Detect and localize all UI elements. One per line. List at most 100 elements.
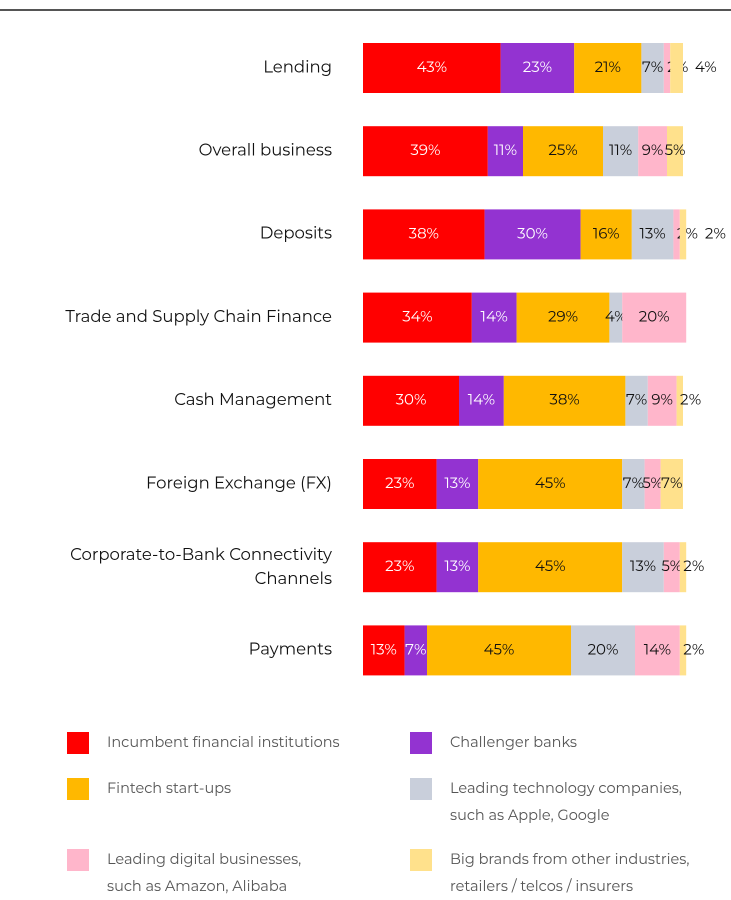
category-label: Payments: [249, 640, 332, 660]
value-label: 13%: [630, 556, 656, 575]
category-label: Corporate-to-Bank Connectivity Channels: [70, 546, 332, 590]
bar-segment: [436, 542, 479, 593]
value-label: 20%: [639, 307, 670, 326]
value-label: 13%: [371, 639, 397, 658]
value-label: 45%: [484, 639, 515, 658]
category-label: Deposits: [260, 224, 332, 244]
value-label: 21%: [595, 57, 621, 76]
value-label: 23%: [385, 556, 414, 575]
value-label: 45%: [535, 473, 566, 492]
legend-swatch: [67, 778, 89, 800]
bar-segment: [663, 43, 671, 93]
bar-segment: [660, 459, 683, 509]
bar-segment: [363, 625, 405, 676]
bar-segment: [516, 292, 610, 343]
bar-segment: [459, 375, 504, 426]
bar-segment: [667, 126, 683, 177]
category-label: Cash Management: [174, 390, 332, 410]
value-label: 30%: [517, 223, 548, 242]
bar-segment: [363, 292, 472, 343]
value-label: 14%: [644, 639, 671, 658]
value-label: 23%: [523, 57, 552, 76]
value-label: 2%: [680, 390, 701, 409]
bar-segment: [363, 542, 437, 593]
bar-segment: [631, 209, 674, 260]
bar-segment: [647, 375, 677, 426]
value-label: 13%: [640, 223, 666, 242]
bar-segment: [580, 209, 632, 260]
bar-segment: [622, 542, 664, 593]
bar-segment: [363, 459, 437, 509]
bar-segment: [363, 209, 485, 260]
value-label: 5%: [661, 556, 682, 575]
value-label: 39%: [410, 140, 440, 159]
value-label: 13%: [444, 556, 470, 575]
legend-label: Leading technology companies, such as App…: [450, 779, 682, 824]
bar-segment: [663, 542, 680, 593]
bar-segment: [503, 375, 626, 426]
value-label: 5%: [642, 473, 663, 492]
bar-segment: [487, 126, 523, 177]
legend-swatch: [410, 849, 432, 871]
legend-label: Big brands from other industries, retaile…: [450, 850, 689, 895]
value-label: 9%: [651, 390, 673, 409]
bar-segment: [436, 459, 479, 509]
value-label: 34%: [402, 307, 432, 326]
category-label: Overall business: [199, 141, 332, 161]
category-label: Lending: [263, 57, 332, 77]
legend-label: Leading digital businesses, such as Amazo…: [107, 850, 301, 895]
bar-segment: [471, 292, 517, 343]
value-label: 4%: [605, 307, 627, 326]
bar-segment: [574, 43, 642, 93]
value-label: 25%: [548, 140, 577, 159]
value-label: 23%: [385, 473, 414, 492]
value-label: 9%: [642, 140, 664, 159]
bar-segment: [625, 375, 648, 426]
legend-label: Challenger banks: [450, 733, 577, 751]
bar-segment: [523, 126, 603, 177]
value-label: 16%: [593, 223, 620, 242]
value-label: 30%: [396, 390, 427, 409]
value-label: 7%: [623, 473, 644, 492]
category-label: Foreign Exchange (FX): [146, 473, 332, 493]
bar-segment: [478, 459, 623, 509]
value-label: 14%: [481, 307, 508, 326]
bar-segment: [404, 625, 427, 676]
bar-segment: [635, 625, 680, 676]
value-label: 7%: [642, 57, 663, 76]
bar-segment: [638, 126, 667, 177]
value-label: 7%: [405, 639, 426, 658]
bar-segment: [676, 375, 683, 426]
value-label: 11%: [609, 140, 632, 159]
bar-segment: [644, 459, 661, 509]
value-label: 13%: [444, 473, 470, 492]
legend-swatch: [67, 732, 89, 754]
bar-segment: [673, 209, 680, 260]
bar-segment: [427, 625, 571, 676]
value-label: 11%: [494, 140, 517, 159]
bar-segment: [679, 542, 687, 593]
bar-segment: [641, 43, 664, 93]
legend-swatch: [410, 732, 432, 754]
bar-segment: [363, 126, 488, 177]
value-label: 2%: [705, 223, 726, 242]
value-label: 38%: [409, 223, 439, 242]
legend-label: Incumbent financial institutions: [107, 733, 340, 751]
bar-segment: [622, 459, 645, 509]
value-label: 20%: [588, 639, 619, 658]
bar-segment: [603, 126, 639, 177]
bar-segment: [609, 292, 623, 343]
bar-segment: [484, 209, 581, 260]
bar-segment: [622, 292, 687, 343]
bar-segment: [679, 209, 687, 260]
value-label: 14%: [468, 390, 495, 409]
legend-swatch: [410, 778, 432, 800]
value-label: 45%: [535, 556, 566, 575]
bar-segment: [478, 542, 623, 593]
bar-segment: [500, 43, 575, 93]
value-label: 43%: [417, 57, 447, 76]
bar-segment: [679, 625, 687, 676]
bar-segment: [571, 625, 635, 676]
category-label: Trade and Supply Chain Finance: [65, 307, 332, 327]
